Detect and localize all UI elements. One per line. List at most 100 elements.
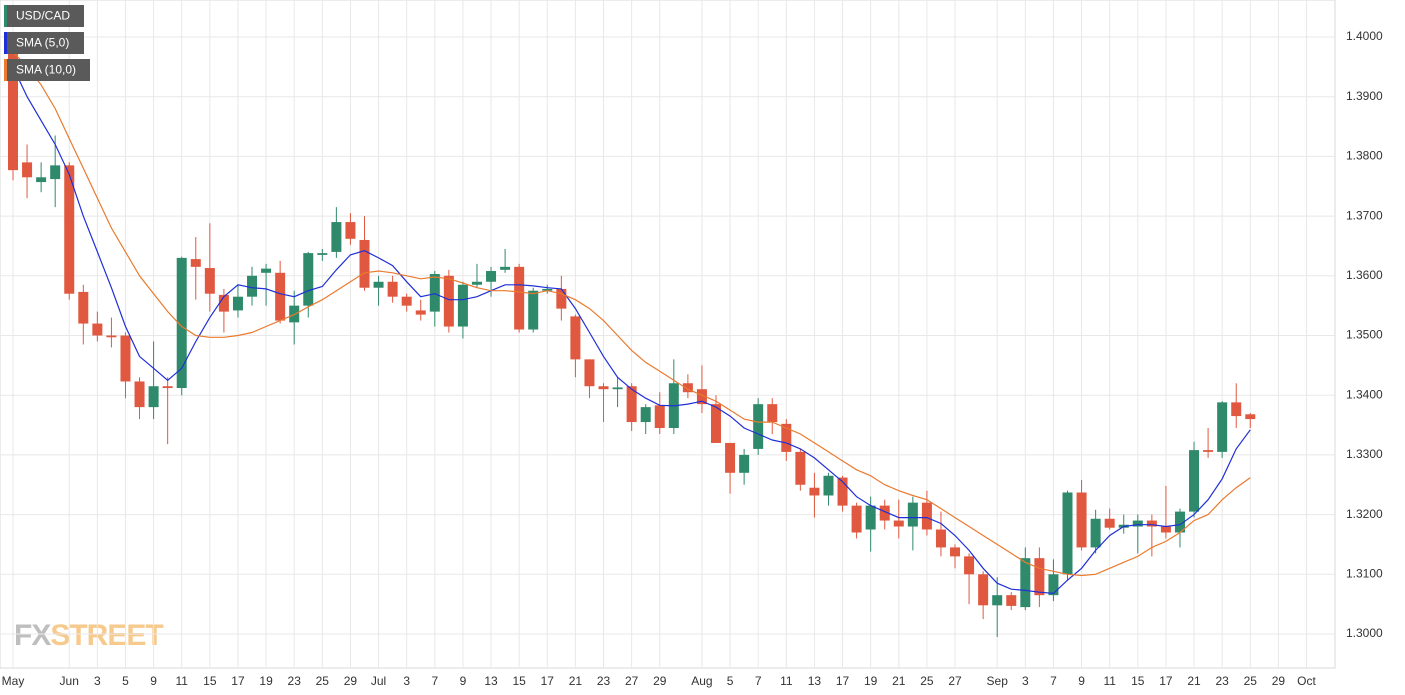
sma-line <box>12 51 1251 577</box>
x-tick-label: Oct <box>1297 674 1316 688</box>
x-tick-label: Sep <box>987 674 1009 688</box>
y-tick-label: 1.4000 <box>1346 29 1383 43</box>
x-tick-label: 17 <box>231 674 245 688</box>
candle-body <box>879 505 890 521</box>
y-tick-label: 1.3900 <box>1346 89 1383 103</box>
x-tick-label: 15 <box>203 674 217 688</box>
x-tick-label: 25 <box>920 674 934 688</box>
candle-body <box>1104 518 1115 528</box>
candle-body <box>893 520 904 527</box>
candle-body <box>725 442 736 473</box>
x-tick-label: 21 <box>892 674 906 688</box>
candle-body <box>1160 526 1171 533</box>
candle-body <box>865 505 876 530</box>
candle-body <box>682 383 693 393</box>
x-tick-label: 17 <box>1159 674 1173 688</box>
candle-body <box>767 404 778 423</box>
x-tick-label: Jul <box>371 674 386 688</box>
candle-body <box>120 335 131 382</box>
x-tick-label: 19 <box>259 674 273 688</box>
candle-body <box>148 386 159 408</box>
x-tick-label: 11 <box>175 674 188 688</box>
x-tick-label: 9 <box>1078 674 1085 688</box>
candle-body <box>1006 595 1017 606</box>
watermark-fx: FX <box>14 619 51 652</box>
x-tick-label: 23 <box>288 674 302 688</box>
x-tick-label: 27 <box>625 674 639 688</box>
candle-body <box>486 271 497 282</box>
candle-body <box>359 239 370 288</box>
x-tick-label: May <box>2 674 25 688</box>
x-tick-label: 7 <box>755 674 762 688</box>
legend-label: SMA (10,0) <box>16 63 76 77</box>
legend: USD/CAD SMA (5,0) SMA (10,0) <box>4 5 90 81</box>
candle-body <box>429 274 440 312</box>
candle-body <box>696 389 707 405</box>
x-tick-label: 21 <box>569 674 583 688</box>
candle-body <box>935 529 946 548</box>
candle-body <box>1231 402 1242 417</box>
candle-body <box>1132 520 1143 527</box>
candle-body <box>598 386 609 390</box>
y-tick-label: 1.3300 <box>1346 447 1383 461</box>
marks <box>8 37 1256 637</box>
y-tick-label: 1.3800 <box>1346 149 1383 163</box>
candle-body <box>415 310 426 315</box>
candle-body <box>964 556 975 575</box>
sma-line <box>12 66 1251 595</box>
candle-body <box>739 454 750 473</box>
x-tick-label: 3 <box>1022 674 1029 688</box>
candle-body <box>106 335 117 338</box>
y-tick-label: 1.3400 <box>1346 387 1383 401</box>
candle-body <box>921 502 932 530</box>
x-tick-label: Jun <box>60 674 79 688</box>
candle-body <box>401 296 412 306</box>
candle-body <box>78 291 89 324</box>
candle-body <box>500 266 511 270</box>
x-tick-label: 15 <box>1131 674 1145 688</box>
candle-body <box>1245 414 1256 420</box>
candle-body <box>218 294 229 312</box>
x-tick-label: 17 <box>541 674 555 688</box>
candle-body <box>261 268 272 273</box>
candle-body <box>1062 492 1073 575</box>
candle-body <box>654 405 665 429</box>
candle-body <box>781 423 792 452</box>
candle-body <box>542 288 553 291</box>
candle-body <box>837 477 848 506</box>
candle-body <box>1090 518 1101 548</box>
x-tick-label: 9 <box>150 674 157 688</box>
x-tick-label: 5 <box>727 674 734 688</box>
candle-body <box>232 296 243 311</box>
y-tick-label: 1.3200 <box>1346 507 1383 521</box>
legend-box <box>4 5 84 27</box>
y-tick-label: 1.3500 <box>1346 328 1383 342</box>
legend-box <box>4 59 90 81</box>
candle-body <box>275 272 286 321</box>
x-tick-label: 23 <box>597 674 611 688</box>
x-tick-label: 7 <box>1050 674 1057 688</box>
x-tick-label: 3 <box>403 674 410 688</box>
candle-body <box>514 266 525 330</box>
candle-body <box>1189 450 1200 512</box>
candle-body <box>1174 511 1185 533</box>
candle-body <box>570 316 581 360</box>
plot-area <box>0 0 1336 669</box>
candle-body <box>1034 558 1045 596</box>
y-tick-label: 1.3000 <box>1346 626 1383 640</box>
candle-body <box>556 288 567 309</box>
x-tick-label: 25 <box>1244 674 1258 688</box>
x-tick-label: Aug <box>691 674 712 688</box>
candle-body <box>907 502 918 527</box>
candle-body <box>823 475 834 496</box>
legend-label: USD/CAD <box>16 9 70 23</box>
x-tick-label: 23 <box>1215 674 1229 688</box>
grid <box>0 0 1335 668</box>
candle-body <box>8 44 18 171</box>
x-tick-label: 13 <box>484 674 498 688</box>
candle-body <box>247 275 258 297</box>
candle-body <box>753 404 764 449</box>
candle-body <box>204 268 215 294</box>
candle-body <box>1020 558 1031 608</box>
candle-body <box>176 257 187 389</box>
